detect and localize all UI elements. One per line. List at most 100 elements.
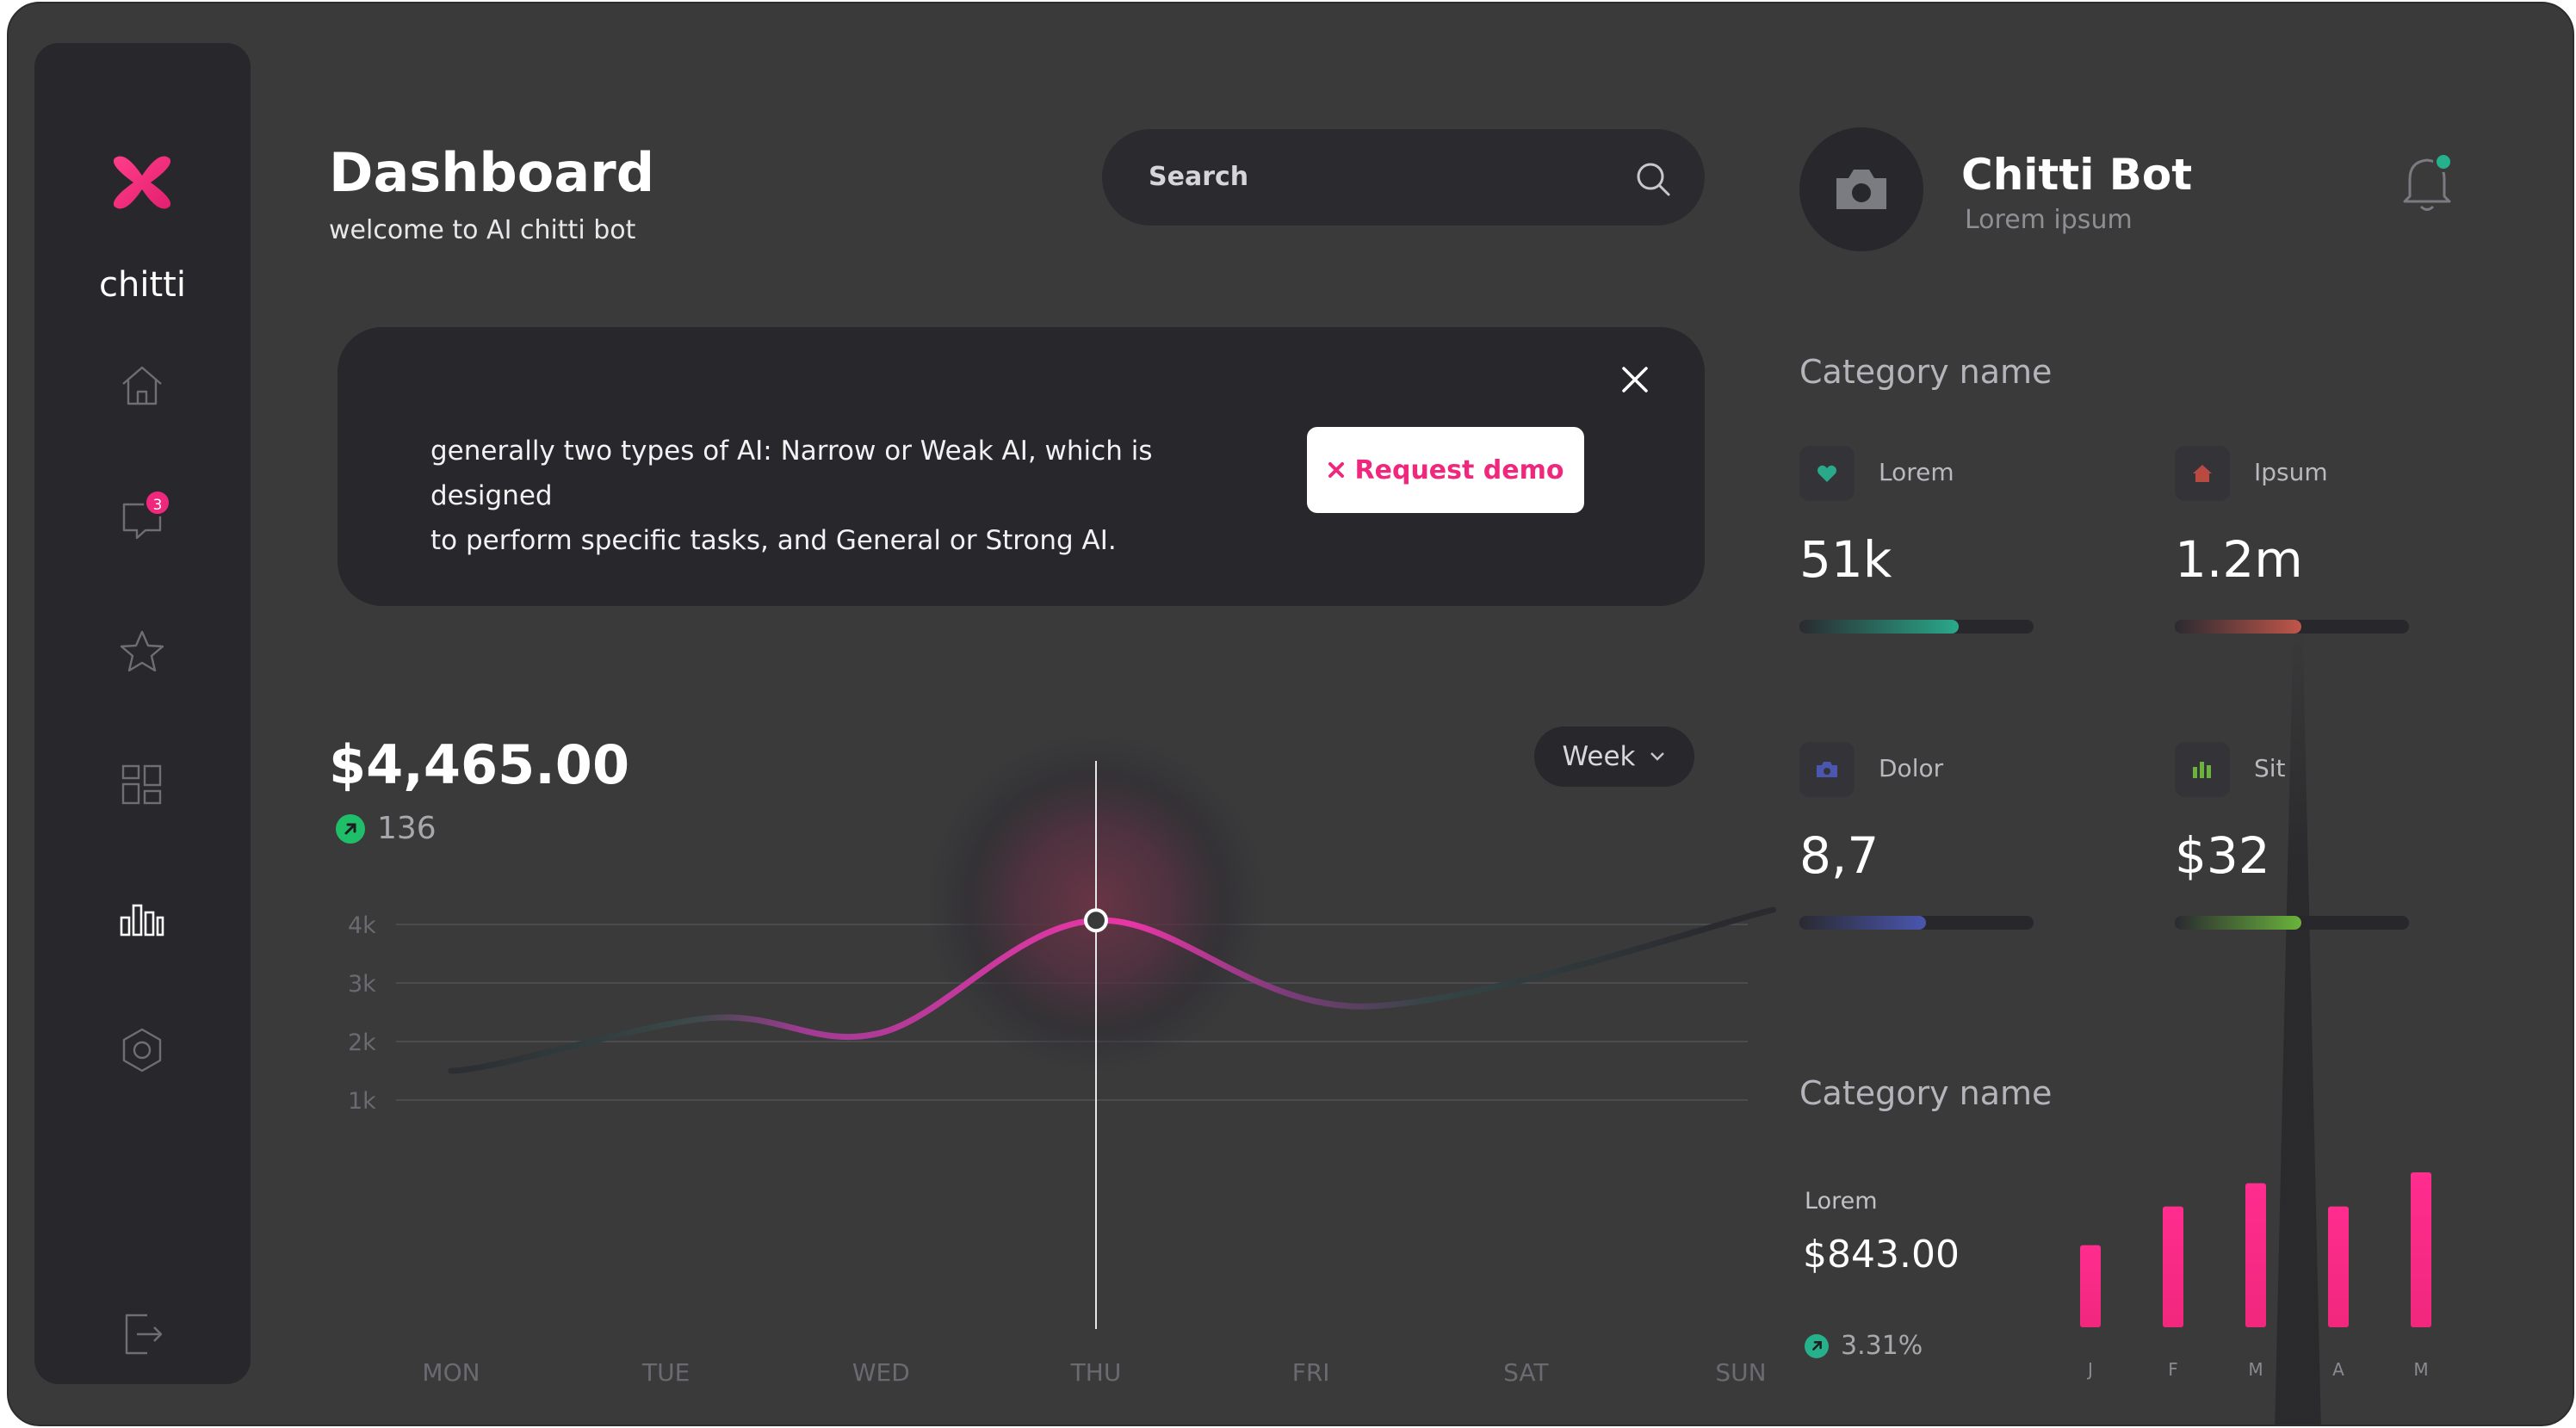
stat-progress-fill — [1799, 620, 1959, 634]
total-amount: $4,465.00 — [329, 733, 630, 796]
stat-label: Ipsum — [2254, 458, 2328, 486]
x-tick-label: FRI — [1292, 1358, 1330, 1387]
y-tick-label: 2k — [348, 1029, 376, 1056]
sidebar-item-favorites[interactable] — [109, 620, 175, 685]
profile-subtitle: Lorem ipsum — [1965, 205, 2133, 235]
trend-up-icon — [336, 813, 365, 844]
chart-icon — [120, 904, 164, 937]
sidebar-item-settings[interactable] — [109, 1017, 175, 1083]
category-title-1: Category name — [1799, 353, 2053, 391]
bar-label: J — [2086, 1359, 2093, 1380]
star-icon — [120, 630, 164, 672]
page-subtitle: welcome to AI chitti bot — [329, 215, 636, 245]
logout-icon — [125, 1314, 163, 1355]
stat-value: 8,7 — [1799, 826, 1879, 885]
chevron-down-icon — [1650, 752, 1665, 761]
bar[interactable] — [2411, 1172, 2431, 1327]
brand-name: chitti — [99, 265, 186, 305]
notification-dot — [2433, 151, 2454, 172]
stat-value: 51k — [1799, 530, 1892, 589]
x-tick-label: TUE — [641, 1358, 690, 1387]
bar-label: M — [2413, 1359, 2428, 1380]
chat-badge: 3 — [144, 489, 171, 516]
x-tick-label: MON — [422, 1358, 480, 1387]
search-input[interactable]: Search — [1149, 162, 1249, 192]
stat-value: $32 — [2175, 826, 2270, 885]
page-title: Dashboard — [329, 141, 655, 204]
sidebar-item-analytics[interactable] — [109, 885, 175, 950]
bar[interactable] — [2163, 1206, 2183, 1327]
line-chart: 4k 3k 2k 1k MON TUE WED THU FRI SAT SUN — [348, 733, 1776, 1387]
sidebar-item-grid[interactable] — [109, 752, 175, 818]
bar-label: A — [2332, 1359, 2344, 1380]
stat-label: Dolor — [1879, 754, 1944, 782]
stat-progress-fill — [1799, 916, 1926, 930]
settings-icon — [122, 1028, 162, 1073]
app-window: chitti 3 — [7, 2, 2574, 1426]
stat-progress-fill — [2175, 916, 2301, 930]
total-trend: 136 — [336, 811, 437, 846]
banner-text: generally two types of AI: Narrow or Wea… — [430, 429, 1205, 563]
x-tick-label: THU — [1070, 1358, 1122, 1387]
x-icon — [1328, 462, 1344, 478]
stat-card-ipsum[interactable]: Ipsum 1.2m — [2175, 446, 2433, 652]
camera-icon — [1836, 170, 1886, 209]
banner-line-1: generally two types of AI: Narrow or Wea… — [430, 436, 1153, 511]
bar-chart-icon — [2175, 742, 2230, 797]
mini-trend-value: 3.31% — [1841, 1331, 1923, 1361]
stat-progress — [1799, 916, 2034, 930]
bar-label: M — [2248, 1359, 2263, 1380]
bar-label: F — [2168, 1359, 2178, 1380]
stat-progress — [1799, 620, 2034, 634]
bar[interactable] — [2328, 1206, 2349, 1327]
grid-icon — [121, 764, 162, 805]
highlight-point[interactable] — [1084, 908, 1108, 933]
x-tick-label: WED — [852, 1358, 910, 1387]
mini-amount: $843.00 — [1803, 1233, 1960, 1277]
stat-progress — [2175, 620, 2409, 634]
category-title-2: Category name — [1799, 1074, 2053, 1112]
period-dropdown[interactable]: Week — [1534, 726, 1694, 787]
sidebar-item-logout[interactable] — [109, 1301, 175, 1367]
bell-icon[interactable] — [2397, 150, 2457, 215]
chitti-logo-icon[interactable] — [106, 146, 178, 219]
x-tick-label: SAT — [1503, 1358, 1549, 1387]
series-line — [448, 906, 1776, 1074]
x-tick-label: SUN — [1715, 1358, 1766, 1387]
trend-up-icon — [1805, 1333, 1829, 1358]
search-bar[interactable]: Search — [1102, 129, 1705, 226]
bar[interactable] — [2245, 1183, 2266, 1327]
profile-name: Chitti Bot — [1961, 150, 2193, 200]
stat-label: Sit — [2254, 754, 2286, 782]
y-tick-label: 3k — [348, 971, 376, 998]
stat-card-dolor[interactable]: Dolor 8,7 — [1799, 742, 2058, 949]
y-tick-label: 4k — [348, 912, 376, 939]
house-icon — [2175, 446, 2230, 501]
stat-progress — [2175, 916, 2409, 930]
request-demo-label: Request demo — [1354, 454, 1564, 485]
stat-card-lorem[interactable]: Lorem 51k — [1799, 446, 2058, 652]
info-banner: generally two types of AI: Narrow or Wea… — [337, 327, 1705, 606]
trend-value: 136 — [377, 811, 437, 846]
mini-trend: 3.31% — [1805, 1331, 1923, 1361]
period-label: Week — [1562, 741, 1636, 772]
avatar[interactable] — [1799, 127, 1923, 251]
stat-progress-fill — [2175, 620, 2301, 634]
banner-line-2: to perform specific tasks, and General o… — [430, 525, 1117, 556]
search-icon[interactable] — [1632, 158, 1674, 200]
sidebar: chitti 3 — [34, 43, 251, 1384]
camera-icon — [1799, 742, 1855, 797]
close-icon[interactable] — [1615, 360, 1655, 399]
stat-label: Lorem — [1879, 458, 1954, 486]
heart-icon — [1799, 446, 1855, 501]
request-demo-button[interactable]: Request demo — [1307, 427, 1584, 513]
stat-card-sit[interactable]: Sit $32 — [2175, 742, 2433, 949]
sidebar-item-home[interactable] — [109, 353, 175, 418]
mini-label: Lorem — [1805, 1188, 1878, 1215]
y-tick-label: 1k — [348, 1088, 376, 1115]
stat-value: 1.2m — [2175, 530, 2303, 589]
home-icon — [122, 366, 162, 405]
sidebar-item-chat[interactable]: 3 — [109, 485, 175, 551]
bar[interactable] — [2080, 1245, 2101, 1327]
